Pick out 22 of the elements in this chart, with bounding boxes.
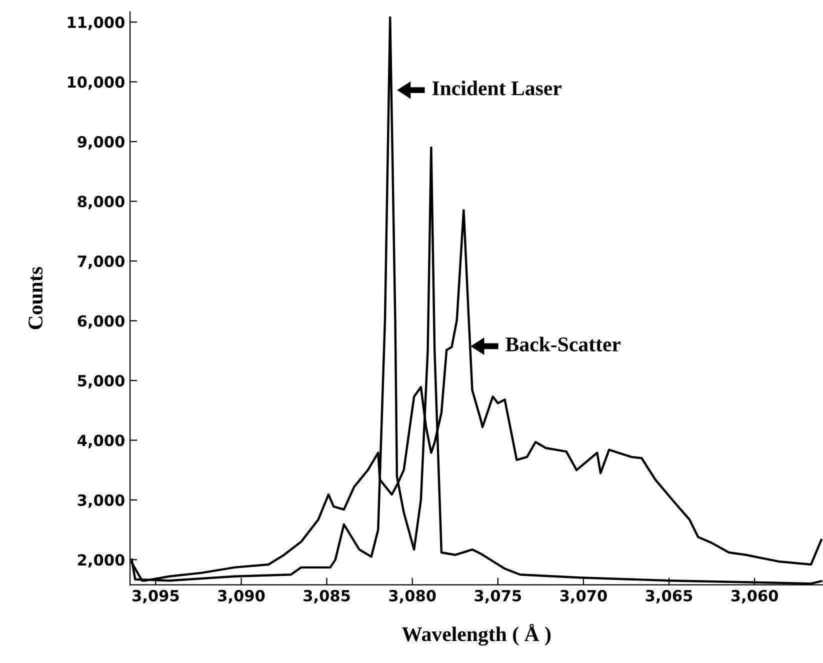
y-tick-label: 9,000 <box>78 136 124 150</box>
x-tick-label: 3,090 <box>218 590 265 604</box>
y-tick-label: 3,000 <box>78 494 124 508</box>
annotation: Incident Laser <box>432 80 562 96</box>
y-tick-label: 10,000 <box>68 76 124 90</box>
annotation: Back-Scatter <box>506 336 621 352</box>
x-tick-label: 3,095 <box>132 590 179 604</box>
y-tick-label: 8,000 <box>78 196 124 210</box>
x-tick-label: 3,060 <box>731 590 778 604</box>
y-tick-label: 5,000 <box>78 374 124 388</box>
x-tick-label: 3,070 <box>560 590 607 604</box>
x-tick-label: 3,065 <box>646 590 692 604</box>
y-tick-label: 6,000 <box>78 315 124 329</box>
y-axis-title: Counts <box>28 267 43 330</box>
y-tick-label: 11,000 <box>68 16 124 30</box>
x-tick-label: 3,075 <box>474 590 521 604</box>
y-tick-label: 7,000 <box>78 255 124 269</box>
x-tick-label: 3,085 <box>304 590 350 604</box>
x-tick-label: 3,080 <box>389 590 436 604</box>
x-axis-title: Wavelength ( Å ) <box>402 624 551 646</box>
y-tick-label: 2,000 <box>78 554 124 568</box>
y-tick-label: 4,000 <box>78 434 124 448</box>
